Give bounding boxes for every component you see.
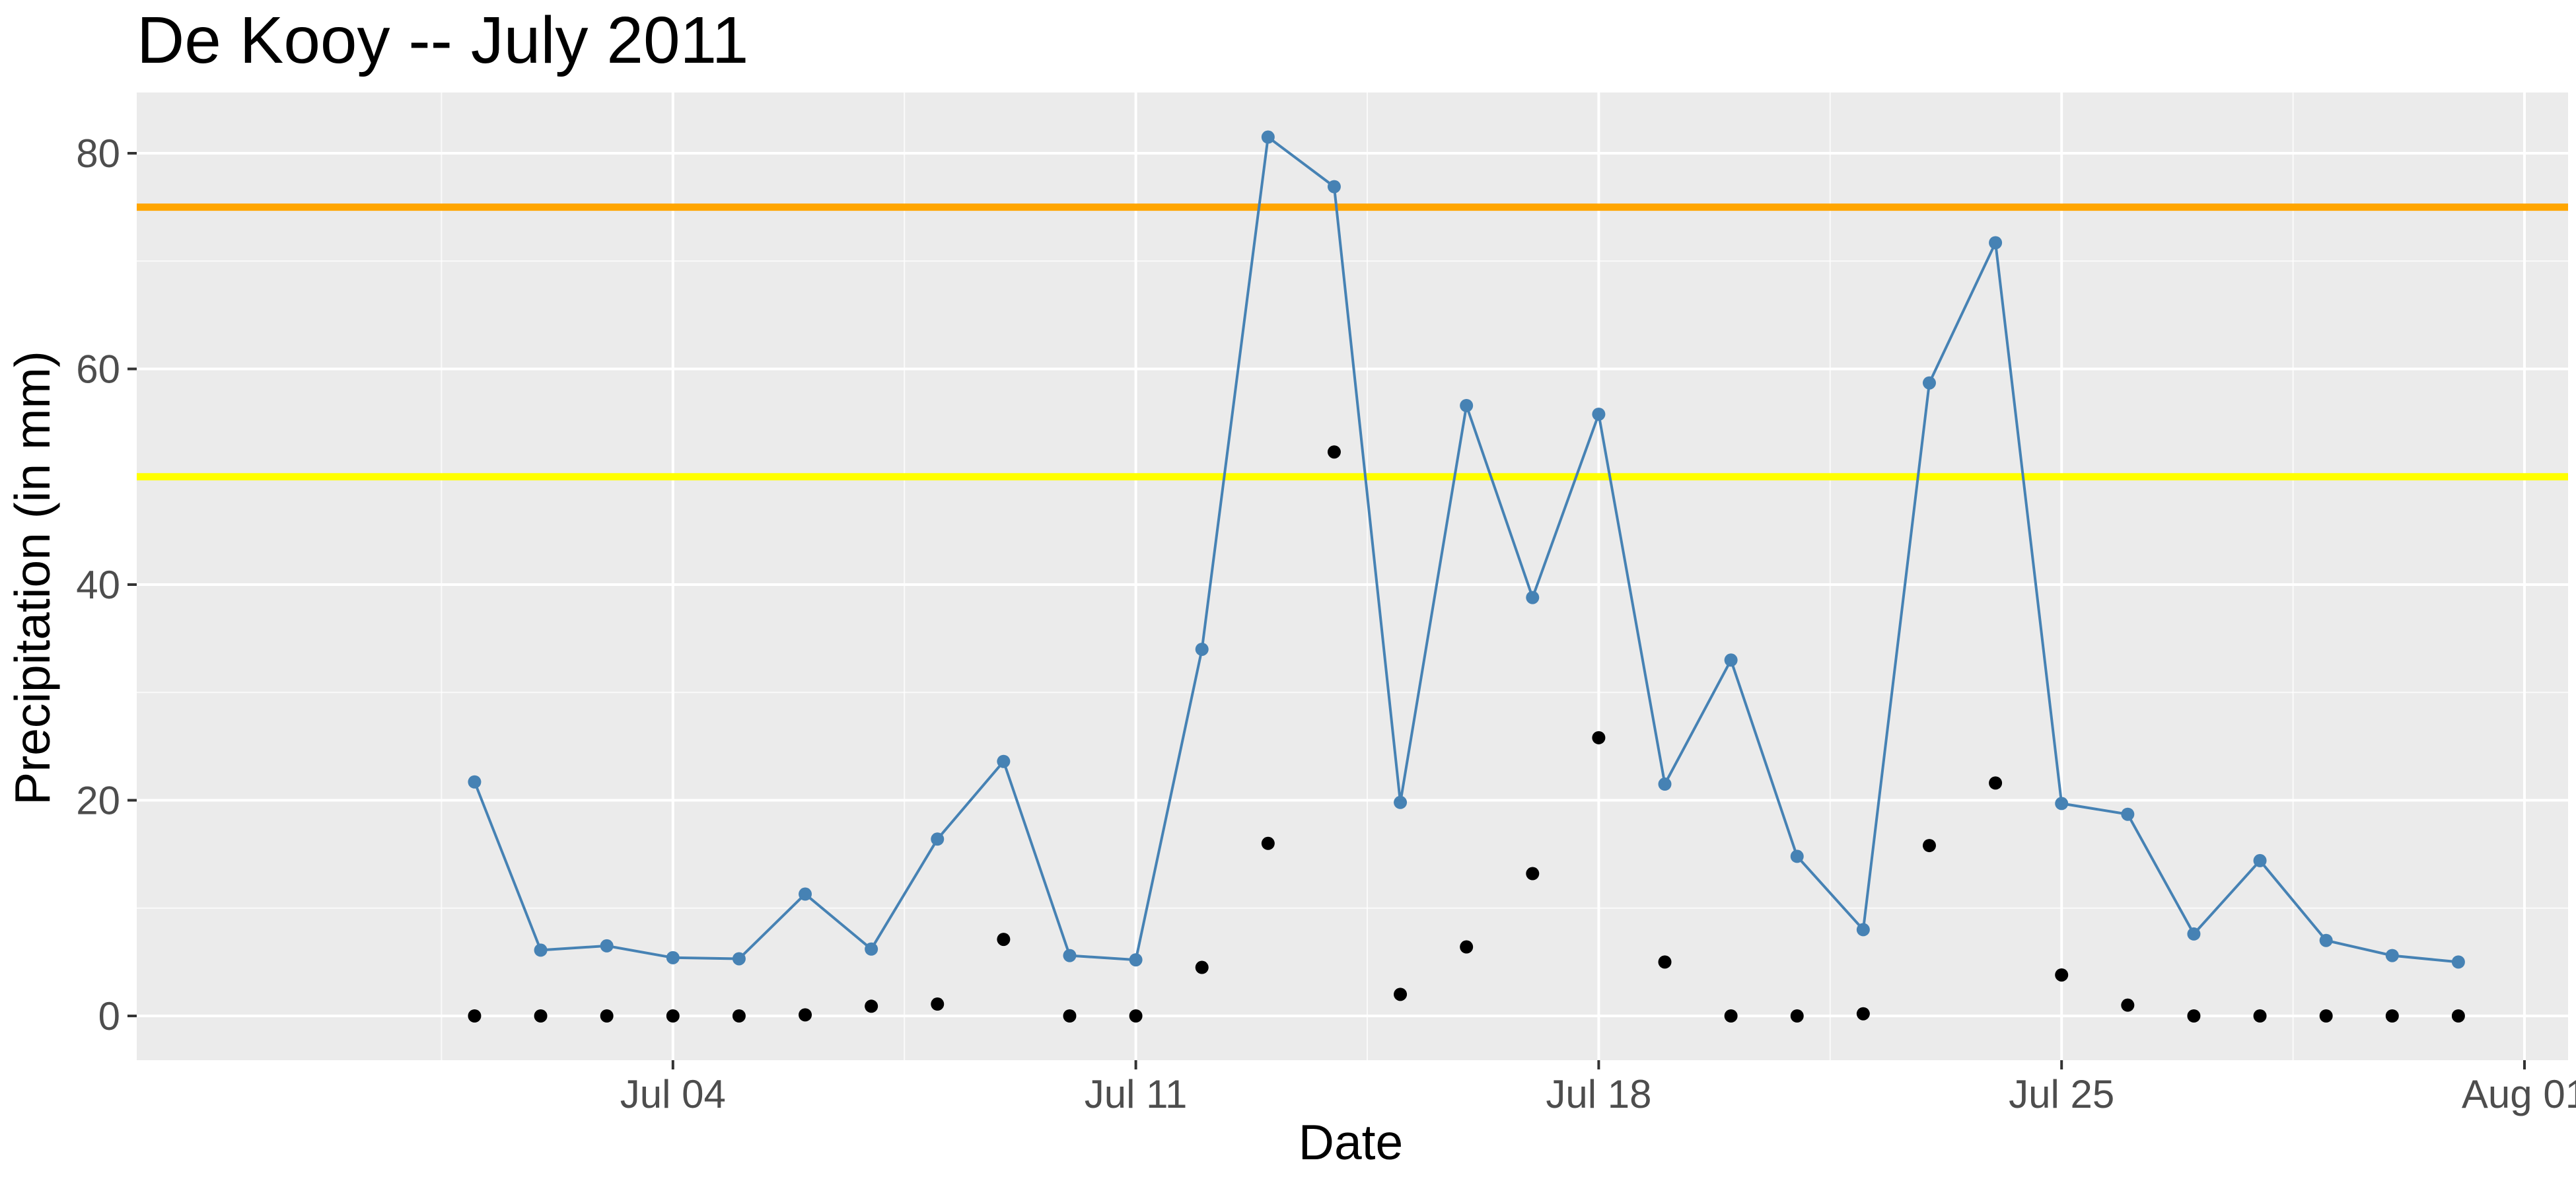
- y-tick-label: 80: [76, 131, 120, 176]
- y-tick-label: 60: [76, 347, 120, 392]
- series-dot-point: [1526, 867, 1540, 881]
- series-dot-point: [2121, 998, 2135, 1012]
- series-line-point: [2253, 853, 2267, 867]
- series-line-point: [2451, 955, 2465, 969]
- series-line-point: [2319, 933, 2333, 947]
- x-tick-label: Jul 04: [620, 1072, 726, 1116]
- series-dot-point: [1195, 960, 1209, 974]
- series-line-point: [1922, 376, 1936, 390]
- series-line-point: [666, 951, 680, 964]
- series-line-point: [2121, 807, 2135, 821]
- series-dot-point: [1460, 940, 1474, 954]
- series-dot-point: [534, 1009, 548, 1023]
- series-dot-point: [799, 1008, 812, 1022]
- series-line-point: [2385, 949, 2399, 962]
- y-axis-title: Precipitation (in mm): [5, 351, 60, 805]
- series-dot-point: [732, 1009, 746, 1023]
- series-line-point: [2187, 927, 2201, 941]
- series-dot-point: [1129, 1009, 1143, 1023]
- series-line-point: [1856, 923, 1870, 937]
- x-tick-label: Aug 01: [2462, 1072, 2576, 1116]
- series-line-point: [1658, 777, 1672, 791]
- y-tick-label: 0: [98, 994, 120, 1038]
- series-line-point: [931, 832, 945, 846]
- series-dot-point: [1592, 731, 1606, 744]
- series-line-point: [534, 943, 548, 957]
- x-tick-label: Jul 11: [1085, 1072, 1188, 1116]
- data-series: [468, 130, 2465, 1023]
- x-axis-title: Date: [1299, 1114, 1403, 1170]
- series-dot-point: [1261, 836, 1275, 850]
- series-dot-point: [2253, 1009, 2267, 1023]
- series-line-point: [799, 887, 812, 901]
- series-dot-point: [600, 1009, 614, 1023]
- series-line-point: [1460, 399, 1474, 413]
- series-line-point: [1129, 953, 1143, 967]
- series-dot-point: [997, 933, 1011, 947]
- series-line-point: [468, 775, 482, 789]
- series-dot-point: [2451, 1009, 2465, 1023]
- y-tick-label: 20: [76, 779, 120, 823]
- series-dot-point: [931, 997, 945, 1011]
- series-line-point: [600, 939, 614, 953]
- series-line-point: [1327, 180, 1341, 194]
- series-dot-point: [1063, 1009, 1077, 1023]
- series-dot-point: [1327, 445, 1341, 459]
- plot-panel: [137, 92, 2568, 1060]
- series-dot-point: [2319, 1009, 2333, 1023]
- series-dot-point: [2055, 968, 2069, 982]
- x-tick-label: Jul 18: [1546, 1072, 1651, 1116]
- series-line-point: [1790, 849, 1804, 863]
- series-line-point: [732, 952, 746, 966]
- series-line-point: [1195, 642, 1209, 656]
- y-tick-label: 40: [76, 563, 120, 607]
- series-line-point: [1394, 795, 1408, 809]
- series-dot-point: [1394, 988, 1408, 1001]
- series-line-point: [1526, 591, 1540, 604]
- series-dot-point: [865, 999, 878, 1013]
- x-tick-label: Jul 25: [2009, 1072, 2114, 1116]
- series-dot-point: [1856, 1007, 1870, 1021]
- series-line-point: [997, 754, 1011, 768]
- series-dot-point: [1724, 1009, 1738, 1023]
- axes: 0 20 40 60 80 Jul 04 Jul 11 Jul 18 Jul 25 Aug 01: [76, 131, 2576, 1116]
- plot-background: [137, 92, 2568, 1060]
- series-line-point: [865, 942, 878, 956]
- series-dot-point: [1658, 955, 1672, 969]
- series-line-point: [1592, 408, 1606, 421]
- series-dot-point: [1790, 1009, 1804, 1023]
- series-line-point: [1261, 130, 1275, 144]
- series-line-point: [1063, 949, 1077, 962]
- series-dot-point: [468, 1009, 482, 1023]
- series-line-point: [1724, 653, 1738, 667]
- series-line-point: [2055, 797, 2069, 811]
- series-line-point: [1989, 236, 2003, 250]
- series-dot-point: [2187, 1009, 2201, 1023]
- series-dot-point: [666, 1009, 680, 1023]
- series-dot-point: [2385, 1009, 2399, 1023]
- series-dot-point: [1922, 839, 1936, 853]
- series-dot-point: [1989, 776, 2003, 790]
- threshold-lines: [137, 203, 2568, 481]
- chart-title: De Kooy -- July 2011: [137, 3, 748, 77]
